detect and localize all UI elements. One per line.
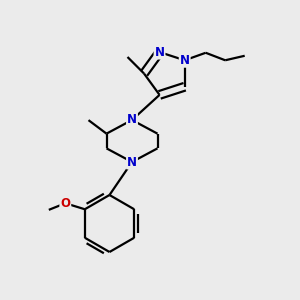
Text: N: N	[154, 46, 164, 59]
Text: N: N	[127, 113, 137, 127]
Text: N: N	[180, 54, 190, 67]
Text: N: N	[127, 155, 137, 169]
Text: O: O	[60, 197, 70, 210]
